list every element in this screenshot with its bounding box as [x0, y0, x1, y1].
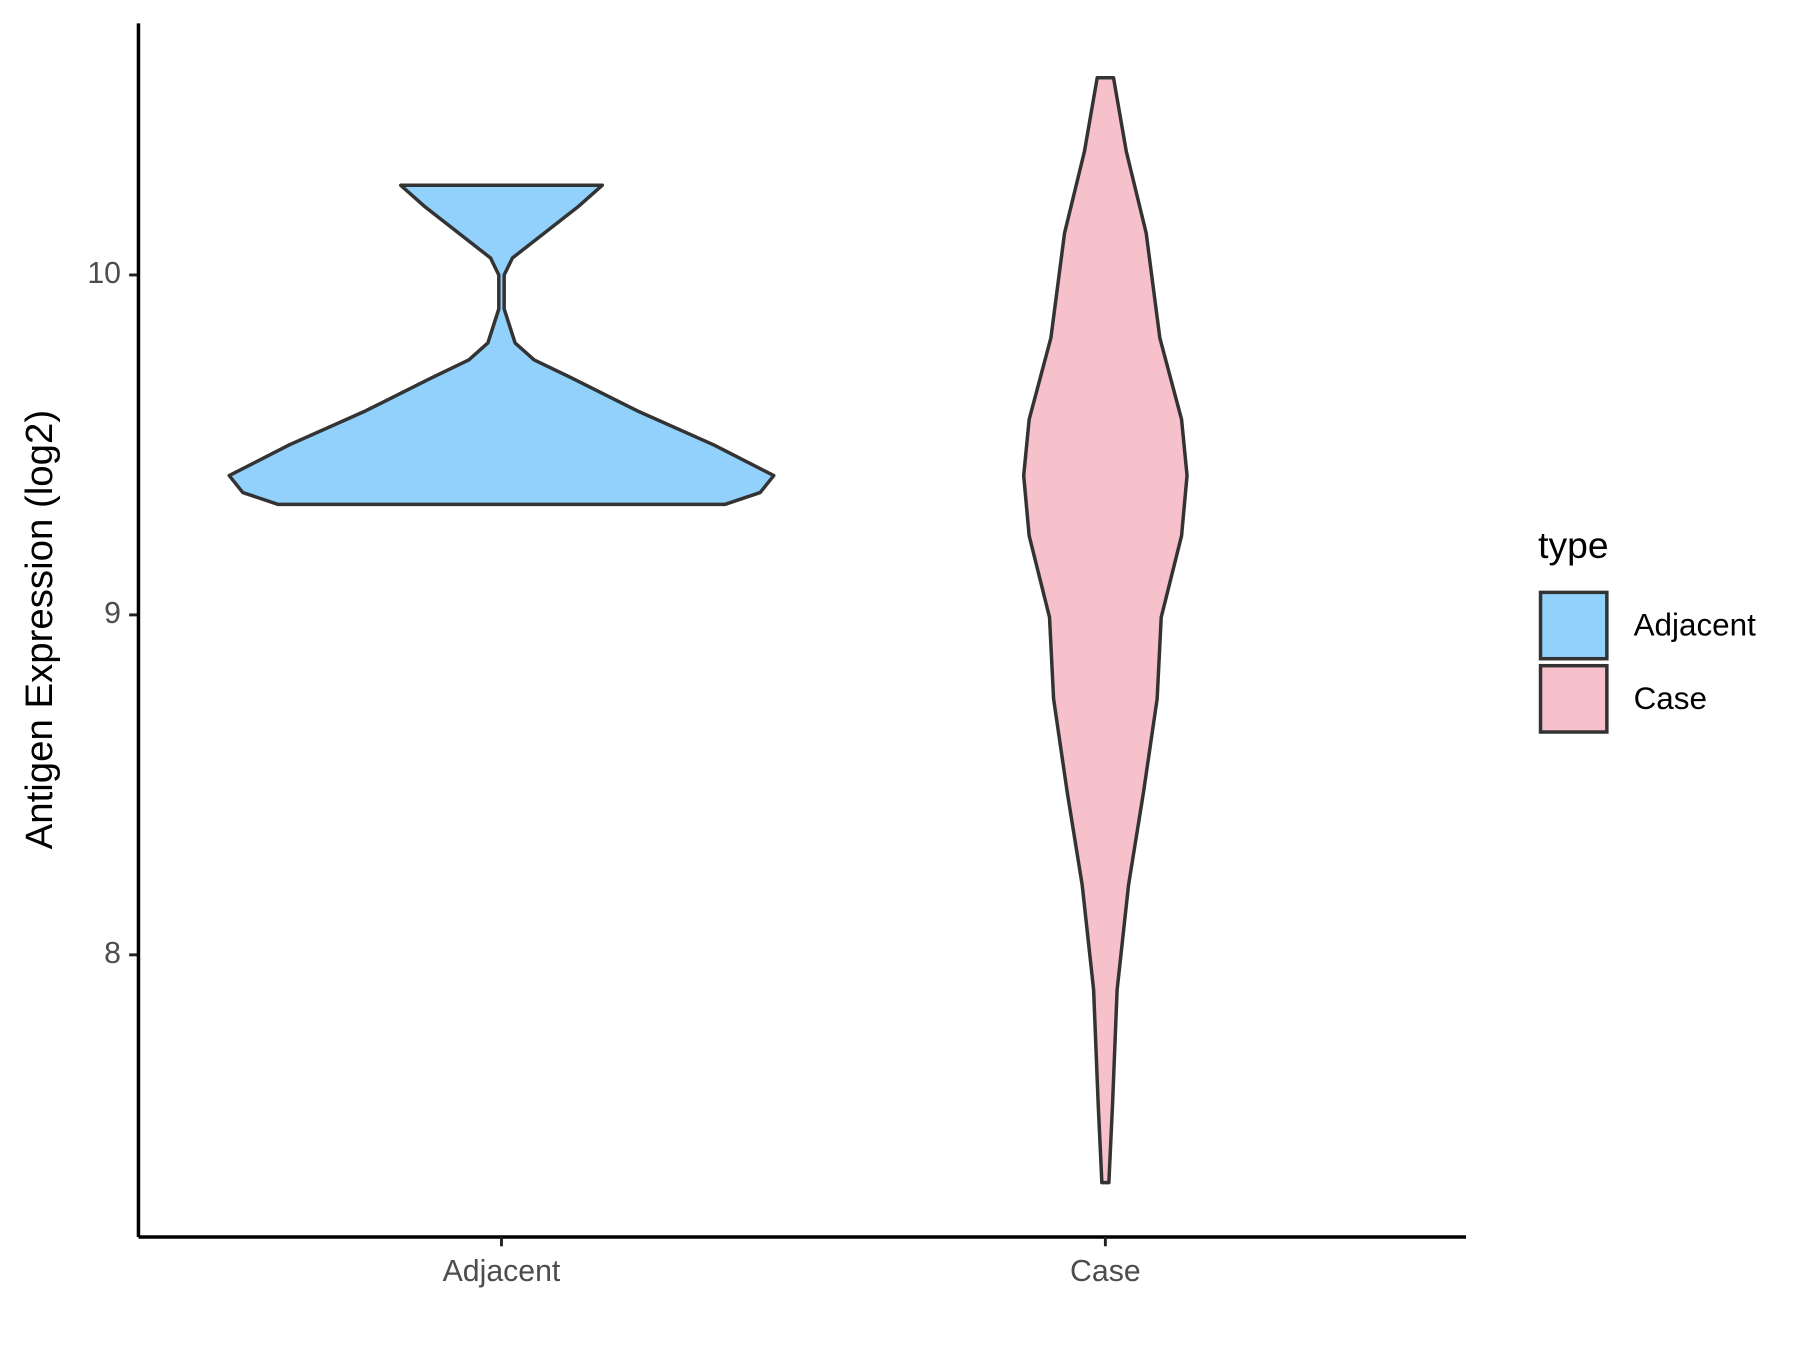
y-tick-label: 10 — [87, 257, 121, 290]
x-tick-label: Case — [1070, 1255, 1141, 1288]
violin — [227, 183, 776, 507]
legend-title: type — [1538, 524, 1608, 566]
y-tick-label: 8 — [104, 937, 121, 970]
legend-label: Case — [1634, 681, 1707, 716]
y-axis-label: Antigen Expression (log2) — [18, 410, 61, 849]
legend-label: Adjacent — [1634, 608, 1756, 643]
legend-swatch — [1538, 590, 1609, 661]
y-tick-label: 9 — [104, 597, 121, 630]
x-tick-label: Adjacent — [443, 1255, 561, 1288]
legend-swatch — [1538, 663, 1609, 734]
violin — [1021, 76, 1189, 1185]
